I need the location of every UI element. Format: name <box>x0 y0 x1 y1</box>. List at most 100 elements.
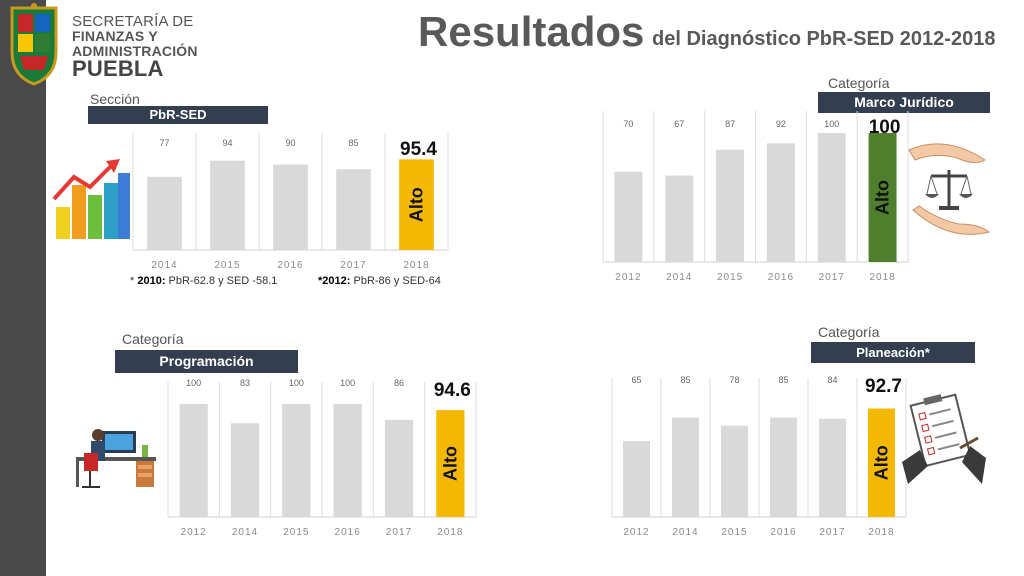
data-label: 85 <box>680 375 690 385</box>
data-label: 100 <box>824 119 839 129</box>
bar <box>230 423 260 517</box>
side-bar <box>0 0 46 576</box>
data-label: 100 <box>340 378 355 388</box>
tick-label: 2018 <box>437 527 463 538</box>
org-name-line-3: ADMINISTRACIÓN <box>72 43 198 59</box>
tick-label: 2014 <box>666 272 692 283</box>
page-title: Resultados <box>418 8 645 55</box>
tick-label: 2012 <box>623 527 649 538</box>
bar <box>147 176 182 250</box>
data-label: 92 <box>776 119 786 129</box>
bar <box>210 160 245 250</box>
data-label: 87 <box>725 119 735 129</box>
programacion-caption: Categoría <box>122 331 184 347</box>
level-label: Alto <box>873 180 893 215</box>
planeacion-category-pill: Planeación* <box>811 342 975 363</box>
bar <box>614 171 643 262</box>
puebla-state-seal-logo <box>10 3 58 86</box>
highlight-value-label: 94.6 <box>434 380 471 401</box>
data-label: 78 <box>729 375 739 385</box>
bar <box>273 164 308 250</box>
bar <box>817 133 846 262</box>
level-label: Alto <box>440 446 460 481</box>
bar <box>766 143 795 262</box>
data-label: 100 <box>186 378 201 388</box>
programacion-category-pill: Programación <box>115 350 298 373</box>
tick-label: 2015 <box>283 527 309 538</box>
tick-label: 2014 <box>232 527 258 538</box>
data-label: 94 <box>222 138 232 148</box>
data-label: 65 <box>631 375 641 385</box>
tick-label: 2015 <box>717 272 743 283</box>
programacion-chart: 2012 100 2014 83 2015 100 2016 100 2017 86 2018 94.… <box>167 378 477 538</box>
data-label: 77 <box>159 138 169 148</box>
bar <box>716 149 745 262</box>
bar <box>819 418 846 517</box>
footnote-2010: * 2010: PbR-62.8 y SED -58.1 <box>130 275 278 287</box>
tick-label: 2018 <box>869 272 895 283</box>
tick-label: 2017 <box>340 260 366 271</box>
highlight-bar <box>399 159 434 250</box>
tick-label: 2017 <box>386 527 412 538</box>
highlight-value-label: 95.4 <box>400 139 437 160</box>
highlight-value-label: 92.7 <box>865 376 902 397</box>
page-subtitle: del Diagnóstico PbR-SED 2012-2018 <box>652 28 996 50</box>
bar <box>282 404 311 517</box>
bar <box>623 440 650 517</box>
highlight-bar <box>868 133 897 262</box>
bar <box>721 425 748 517</box>
tick-label: 2015 <box>214 260 240 271</box>
bar <box>770 417 797 517</box>
planeacion-chart: 2012 65 2014 85 2015 78 2016 85 2017 84 2018 92.7 Al… <box>611 375 907 538</box>
tick-label: 2018 <box>868 527 894 538</box>
data-label: 85 <box>348 138 358 148</box>
bar <box>179 404 208 517</box>
tick-label: 2016 <box>277 260 303 271</box>
tick-label: 2012 <box>615 272 641 283</box>
pbr-sed-chart: 2014 77 2015 94 2016 90 2017 85 2018 95.4 Alto <box>132 133 449 271</box>
data-label: 86 <box>394 378 404 388</box>
tick-label: 2017 <box>819 272 845 283</box>
data-label: 70 <box>623 119 633 129</box>
tick-label: 2015 <box>721 527 747 538</box>
tick-label: 2016 <box>768 272 794 283</box>
bar <box>333 404 362 517</box>
growth-chart-illustration <box>52 159 130 239</box>
pbr-caption: Sección <box>90 91 140 107</box>
level-label: Alto <box>872 445 892 480</box>
org-name-line-4: PUEBLA <box>72 56 164 81</box>
data-label: 85 <box>778 375 788 385</box>
data-label: 67 <box>674 119 684 129</box>
data-label: 100 <box>289 378 304 388</box>
office-worker-illustration <box>76 429 156 488</box>
org-name-line-2: FINANZAS Y <box>72 28 158 44</box>
marco-juridico-chart: 2012 70 2014 67 2015 87 2016 92 2017 100 2018 100 Al… <box>602 111 909 283</box>
tick-label: 2018 <box>403 260 429 271</box>
tick-label: 2017 <box>819 527 845 538</box>
level-label: Alto <box>407 187 427 222</box>
planeacion-caption: Categoría <box>818 324 880 340</box>
footnote-2012: *2012: PbR-86 y SED-64 <box>318 275 441 287</box>
data-label: 90 <box>285 138 295 148</box>
highlight-bar <box>868 408 895 517</box>
highlight-value-label: 100 <box>869 117 901 138</box>
tick-label: 2014 <box>672 527 698 538</box>
bar <box>336 169 371 250</box>
data-label: 84 <box>827 375 837 385</box>
marco-category-pill: Marco Jurídico <box>818 92 990 113</box>
org-name-line-1: SECRETARÍA DE <box>72 13 194 30</box>
bar <box>665 175 694 262</box>
tick-label: 2014 <box>151 260 177 271</box>
data-label: 83 <box>240 378 250 388</box>
pbr-category-pill: PbR-SED <box>88 106 268 124</box>
tick-label: 2016 <box>335 527 361 538</box>
tick-label: 2012 <box>181 527 207 538</box>
tick-label: 2016 <box>770 527 796 538</box>
marco-caption: Categoría <box>828 75 890 91</box>
highlight-bar <box>436 410 465 517</box>
clipboard-checklist-illustration <box>902 393 986 484</box>
bar <box>672 417 699 517</box>
bar <box>384 419 414 517</box>
hands-scale-illustration <box>908 143 991 235</box>
